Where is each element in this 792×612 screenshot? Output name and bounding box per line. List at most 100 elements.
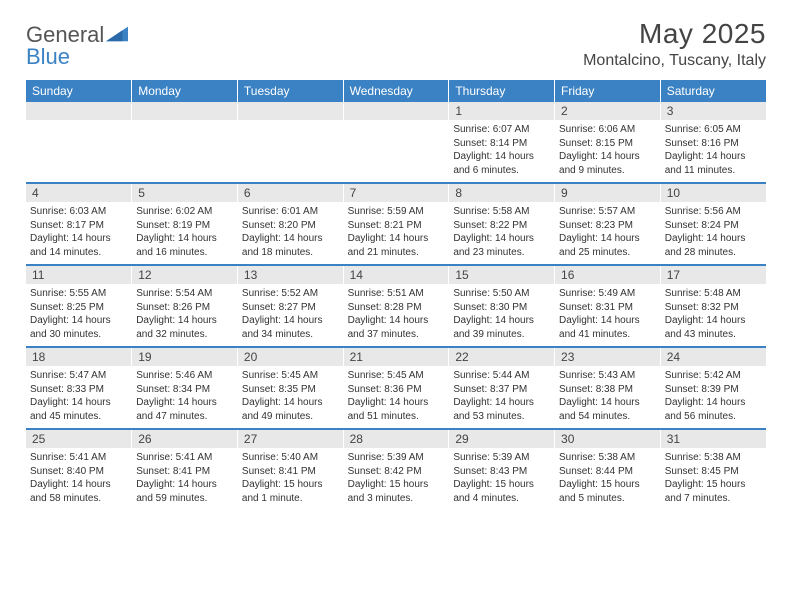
daylight: Daylight: 14 hours and 41 minutes. xyxy=(559,314,656,341)
daylight: Daylight: 14 hours and 51 minutes. xyxy=(348,396,445,423)
day-header-row: SundayMondayTuesdayWednesdayThursdayFrid… xyxy=(26,80,766,102)
day-cell: 4Sunrise: 6:03 AMSunset: 8:17 PMDaylight… xyxy=(26,183,132,265)
sunset: Sunset: 8:15 PM xyxy=(559,137,656,151)
logo: General xyxy=(26,22,128,48)
sunset: Sunset: 8:45 PM xyxy=(665,465,762,479)
sunrise: Sunrise: 5:56 AM xyxy=(665,205,762,219)
day-info: Sunrise: 5:47 AMSunset: 8:33 PMDaylight:… xyxy=(26,366,131,428)
sunrise: Sunrise: 6:02 AM xyxy=(136,205,233,219)
sunset: Sunset: 8:40 PM xyxy=(30,465,127,479)
day-header-monday: Monday xyxy=(132,80,238,102)
sunrise: Sunrise: 5:59 AM xyxy=(348,205,445,219)
day-number: 18 xyxy=(26,348,131,366)
day-number: 8 xyxy=(449,184,554,202)
month-title: May 2025 xyxy=(583,18,766,50)
day-number xyxy=(132,102,237,120)
calendar-page: General May 2025 Montalcino, Tuscany, It… xyxy=(0,0,792,528)
day-number: 16 xyxy=(555,266,660,284)
day-info: Sunrise: 6:02 AMSunset: 8:19 PMDaylight:… xyxy=(132,202,237,264)
day-cell: 29Sunrise: 5:39 AMSunset: 8:43 PMDayligh… xyxy=(449,429,555,510)
day-number: 5 xyxy=(132,184,237,202)
sunrise: Sunrise: 5:51 AM xyxy=(348,287,445,301)
day-info xyxy=(26,120,131,182)
week-row: 25 Sunrise: 5:41 AMSunset: 8:40 PM Dayligh… xyxy=(26,429,766,510)
sunrise: Sunrise: 5:47 AM xyxy=(30,369,127,383)
day-cell: 3Sunrise: 6:05 AMSunset: 8:16 PMDaylight… xyxy=(660,102,766,183)
day-number: 15 xyxy=(449,266,554,284)
day-header-wednesday: Wednesday xyxy=(343,80,449,102)
sunrise: Sunrise: 5:49 AM xyxy=(559,287,656,301)
daylight: Daylight: 15 hours and 4 minutes. xyxy=(453,478,550,505)
day-info: Sunrise: 5:59 AMSunset: 8:21 PMDaylight:… xyxy=(344,202,449,264)
day-info: Sunrise: 5:42 AMSunset: 8:39 PMDaylight:… xyxy=(661,366,766,428)
sunset: Sunset: 8:16 PM xyxy=(665,137,762,151)
day-number: 25 xyxy=(26,430,131,448)
sunset: Sunset: 8:35 PM xyxy=(242,383,339,397)
day-info: Sunrise: 5:55 AMSunset: 8:25 PMDaylight:… xyxy=(26,284,131,346)
day-cell: 5Sunrise: 6:02 AMSunset: 8:19 PMDaylight… xyxy=(132,183,238,265)
day-info: Sunrise: 6:06 AMSunset: 8:15 PMDaylight:… xyxy=(555,120,660,182)
sunrise: Sunrise: 5:41 AM xyxy=(30,451,127,465)
sunset: Sunset: 8:17 PM xyxy=(30,219,127,233)
daylight: Daylight: 14 hours and 37 minutes. xyxy=(348,314,445,341)
day-number: 21 xyxy=(344,348,449,366)
day-info: Sunrise: 5:48 AMSunset: 8:32 PMDaylight:… xyxy=(661,284,766,346)
sunset: Sunset: 8:20 PM xyxy=(242,219,339,233)
daylight: Daylight: 15 hours and 5 minutes. xyxy=(559,478,656,505)
day-cell: 22Sunrise: 5:44 AMSunset: 8:37 PMDayligh… xyxy=(449,347,555,429)
sunrise: Sunrise: 5:50 AM xyxy=(453,287,550,301)
daylight: Daylight: 14 hours and 21 minutes. xyxy=(348,232,445,259)
day-info: Sunrise: 5:39 AMSunset: 8:42 PMDaylight:… xyxy=(344,448,449,510)
sunrise: Sunrise: 5:52 AM xyxy=(242,287,339,301)
day-info: Sunrise: 5:45 AMSunset: 8:35 PMDaylight:… xyxy=(238,366,343,428)
day-info: Sunrise: 6:01 AMSunset: 8:20 PMDaylight:… xyxy=(238,202,343,264)
sunset: Sunset: 8:14 PM xyxy=(453,137,550,151)
day-number: 13 xyxy=(238,266,343,284)
day-number: 22 xyxy=(449,348,554,366)
day-header-friday: Friday xyxy=(555,80,661,102)
calendar-table: SundayMondayTuesdayWednesdayThursdayFrid… xyxy=(26,80,766,510)
sunset: Sunset: 8:42 PM xyxy=(348,465,445,479)
day-cell: 9Sunrise: 5:57 AMSunset: 8:23 PMDaylight… xyxy=(555,183,661,265)
empty-cell xyxy=(343,102,449,183)
daylight: Daylight: 14 hours and 49 minutes. xyxy=(242,396,339,423)
day-info: Sunrise: 6:07 AMSunset: 8:14 PMDaylight:… xyxy=(449,120,554,182)
sunrise: Sunrise: 5:54 AM xyxy=(136,287,233,301)
day-number: 27 xyxy=(238,430,343,448)
location: Montalcino, Tuscany, Italy xyxy=(583,52,766,70)
day-cell: 17Sunrise: 5:48 AMSunset: 8:32 PMDayligh… xyxy=(660,265,766,347)
sunset: Sunset: 8:34 PM xyxy=(136,383,233,397)
daylight: Daylight: 14 hours and 9 minutes. xyxy=(559,150,656,177)
day-cell: 31Sunrise: 5:38 AMSunset: 8:45 PMDayligh… xyxy=(660,429,766,510)
sunrise: Sunrise: 5:46 AM xyxy=(136,369,233,383)
day-info: Sunrise: 5:50 AMSunset: 8:30 PMDaylight:… xyxy=(449,284,554,346)
sunrise: Sunrise: 5:38 AM xyxy=(559,451,656,465)
week-row: 4Sunrise: 6:03 AMSunset: 8:17 PMDaylight… xyxy=(26,183,766,265)
day-number xyxy=(26,102,131,120)
day-number: 6 xyxy=(238,184,343,202)
empty-cell xyxy=(26,102,132,183)
daylight: Daylight: 14 hours and 47 minutes. xyxy=(136,396,233,423)
sunset: Sunset: 8:41 PM xyxy=(136,465,233,479)
sunrise: Sunrise: 5:48 AM xyxy=(665,287,762,301)
sunset: Sunset: 8:31 PM xyxy=(559,301,656,315)
day-cell: 25Sunrise: 5:41 AMSunset: 8:40 PMDayligh… xyxy=(26,429,132,510)
daylight: Daylight: 14 hours and 16 minutes. xyxy=(136,232,233,259)
day-info: Sunrise: 6:03 AMSunset: 8:17 PMDaylight:… xyxy=(26,202,131,264)
daylight: Daylight: 14 hours and 59 minutes. xyxy=(136,478,233,505)
sunset: Sunset: 8:25 PM xyxy=(30,301,127,315)
day-number: 17 xyxy=(661,266,766,284)
daylight: Daylight: 14 hours and 32 minutes. xyxy=(136,314,233,341)
sunrise: Sunrise: 5:38 AM xyxy=(665,451,762,465)
daylight: Daylight: 14 hours and 28 minutes. xyxy=(665,232,762,259)
day-header-saturday: Saturday xyxy=(660,80,766,102)
day-number: 20 xyxy=(238,348,343,366)
sunset: Sunset: 8:33 PM xyxy=(30,383,127,397)
daylight: Daylight: 15 hours and 3 minutes. xyxy=(348,478,445,505)
sunrise: Sunrise: 5:57 AM xyxy=(559,205,656,219)
day-header-sunday: Sunday xyxy=(26,80,132,102)
sunrise: Sunrise: 6:07 AM xyxy=(453,123,550,137)
sunrise: Sunrise: 5:42 AM xyxy=(665,369,762,383)
empty-cell xyxy=(132,102,238,183)
day-cell: 1Sunrise: 6:07 AMSunset: 8:14 PMDaylight… xyxy=(449,102,555,183)
